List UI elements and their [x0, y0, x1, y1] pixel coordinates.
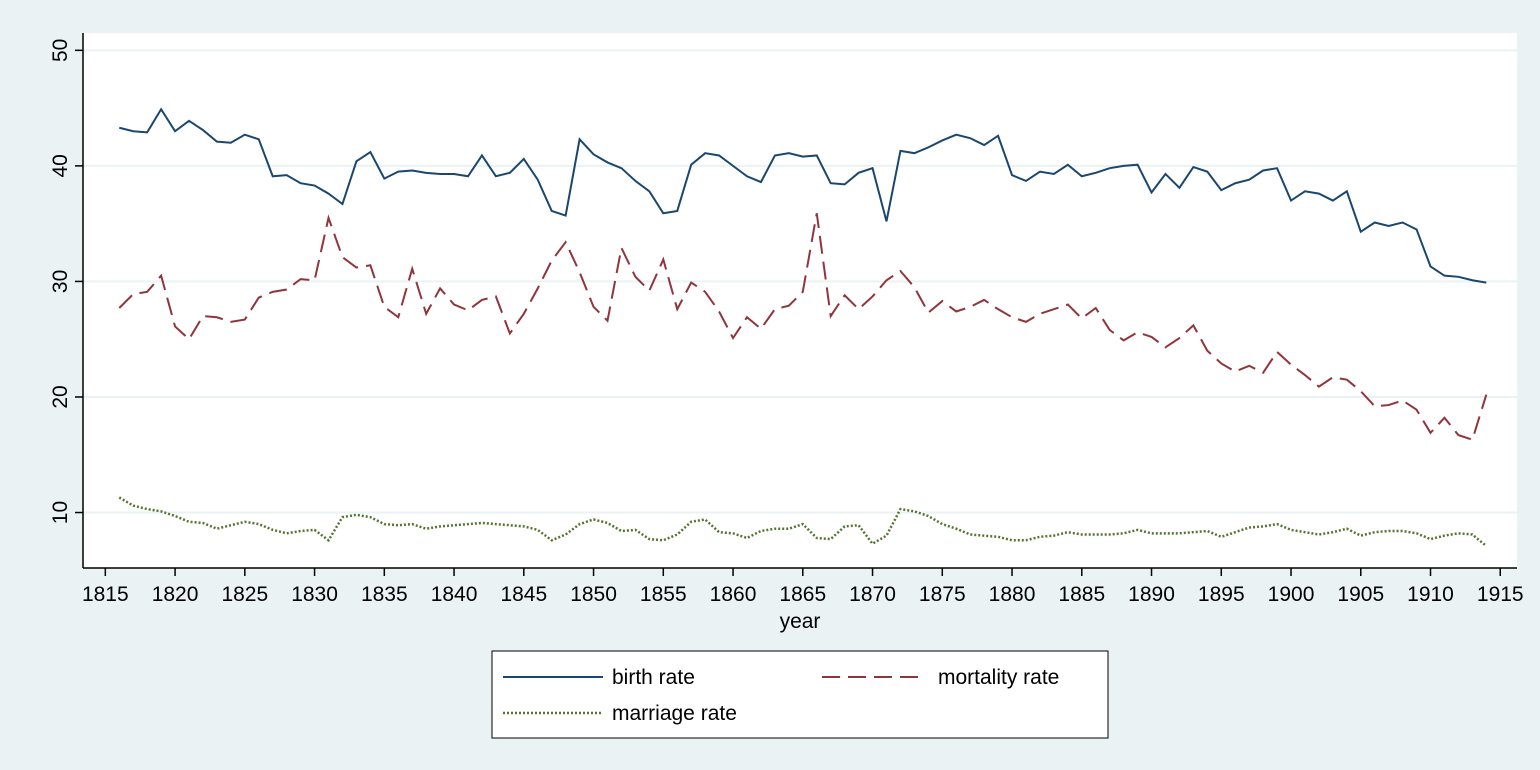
x-tick-label: 1870	[849, 583, 896, 606]
y-tick-label: 20	[49, 385, 72, 408]
x-axis-title: year	[780, 610, 821, 633]
y-tick-label: 40	[49, 154, 72, 177]
y-tick-label: 30	[49, 270, 72, 293]
x-tick-label: 1840	[431, 583, 478, 606]
legend-label: marriage rate	[612, 702, 737, 725]
y-tick-label: 10	[49, 501, 72, 524]
x-tick-label: 1875	[919, 583, 966, 606]
x-tick-label: 1845	[500, 583, 547, 606]
x-tick-label: 1895	[1198, 583, 1245, 606]
x-tick-label: 1820	[152, 583, 199, 606]
x-tick-label: 1825	[221, 583, 268, 606]
x-tick-label: 1905	[1337, 583, 1384, 606]
legend-label: mortality rate	[938, 666, 1059, 689]
x-tick-label: 1850	[570, 583, 617, 606]
x-tick-label: 1900	[1268, 583, 1315, 606]
x-tick-label: 1865	[779, 583, 826, 606]
x-tick-label: 1880	[989, 583, 1036, 606]
x-tick-label: 1890	[1128, 583, 1175, 606]
x-tick-label: 1910	[1407, 583, 1454, 606]
x-tick-label: 1860	[710, 583, 757, 606]
series-line	[119, 107, 1487, 284]
series-line	[118, 213, 1488, 442]
y-tick-label: 50	[49, 39, 72, 62]
x-tick-label: 1915	[1477, 583, 1524, 606]
x-tick-label: 1885	[1058, 583, 1105, 606]
x-tick-label: 1855	[640, 583, 687, 606]
series-line	[118, 496, 1488, 548]
plot-region	[83, 33, 1517, 568]
x-tick-label: 1835	[361, 583, 408, 606]
legend-label: birth rate	[612, 666, 695, 689]
x-tick-label: 1815	[82, 583, 129, 606]
x-tick-label: 1830	[291, 583, 338, 606]
legend-box	[491, 650, 1109, 739]
